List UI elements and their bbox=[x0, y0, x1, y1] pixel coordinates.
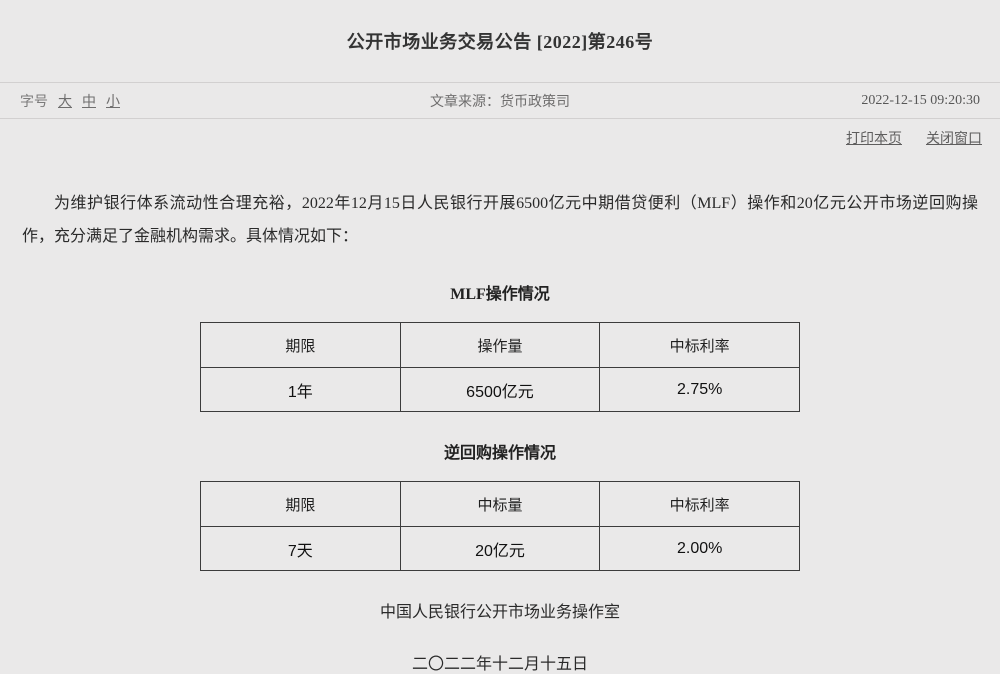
mlf-volume-value: 6500亿元 bbox=[399, 367, 601, 412]
announcement-header: 公开市场业务交易公告 [2022]第246号 bbox=[0, 0, 1000, 82]
mlf-table-title: MLF操作情况 bbox=[450, 286, 550, 303]
mlf-header-term: 期限 bbox=[200, 322, 401, 368]
font-size-medium-link[interactable]: 中 bbox=[82, 94, 96, 110]
font-size-large-link[interactable]: 大 bbox=[58, 94, 72, 110]
reverse-repo-table: 期限 中标量 中标利率 7天 20亿元 2.00% bbox=[200, 481, 800, 571]
table-row: 7天 20亿元 2.00% bbox=[200, 526, 800, 571]
mlf-rate-value: 2.75% bbox=[599, 367, 800, 412]
article-body: 为维护银行体系流动性合理充裕，2022年12月15日人民银行开展6500亿元中期… bbox=[0, 187, 1000, 674]
repo-header-volume: 中标量 bbox=[399, 481, 601, 527]
repo-table-title: 逆回购操作情况 bbox=[443, 445, 556, 462]
repo-header-term: 期限 bbox=[200, 481, 401, 527]
page-title: 公开市场业务交易公告 [2022]第246号 bbox=[346, 32, 654, 52]
repo-header-rate: 中标利率 bbox=[599, 481, 800, 527]
table-row: 1年 6500亿元 2.75% bbox=[200, 367, 800, 412]
table-header-row: 期限 中标量 中标利率 bbox=[200, 481, 800, 527]
print-page-link[interactable]: 打印本页 bbox=[846, 132, 902, 147]
table-header-row: 期限 操作量 中标利率 bbox=[200, 322, 800, 368]
announcement-paragraph: 为维护银行体系流动性合理充裕，2022年12月15日人民银行开展6500亿元中期… bbox=[22, 195, 978, 245]
publish-datetime: 2022-12-15 09:20:30 bbox=[861, 92, 980, 108]
mlf-header-volume: 操作量 bbox=[399, 322, 601, 368]
repo-volume-value: 20亿元 bbox=[399, 526, 601, 571]
repo-term-value: 7天 bbox=[200, 526, 401, 571]
close-window-link[interactable]: 关闭窗口 bbox=[926, 132, 982, 147]
repo-rate-value: 2.00% bbox=[599, 526, 800, 571]
mlf-operations-table: 期限 操作量 中标利率 1年 6500亿元 2.75% bbox=[200, 322, 800, 412]
article-source: 文章来源：货币政策司 bbox=[430, 94, 570, 110]
font-size-small-link[interactable]: 小 bbox=[106, 94, 120, 110]
font-size-controls: 字号 大 中 小 bbox=[20, 91, 300, 111]
issue-date: 二〇二二年十二月十五日 bbox=[411, 656, 588, 673]
article-toolbar: 字号 大 中 小 文章来源：货币政策司 2022-12-15 09:20:30 bbox=[0, 82, 1000, 119]
mlf-header-rate: 中标利率 bbox=[599, 322, 800, 368]
font-size-label: 字号 bbox=[20, 94, 48, 110]
mlf-term-value: 1年 bbox=[200, 367, 401, 412]
issuer-signature: 中国人民银行公开市场业务操作室 bbox=[379, 604, 620, 621]
page-actions: 打印本页 关闭窗口 bbox=[0, 119, 1000, 157]
